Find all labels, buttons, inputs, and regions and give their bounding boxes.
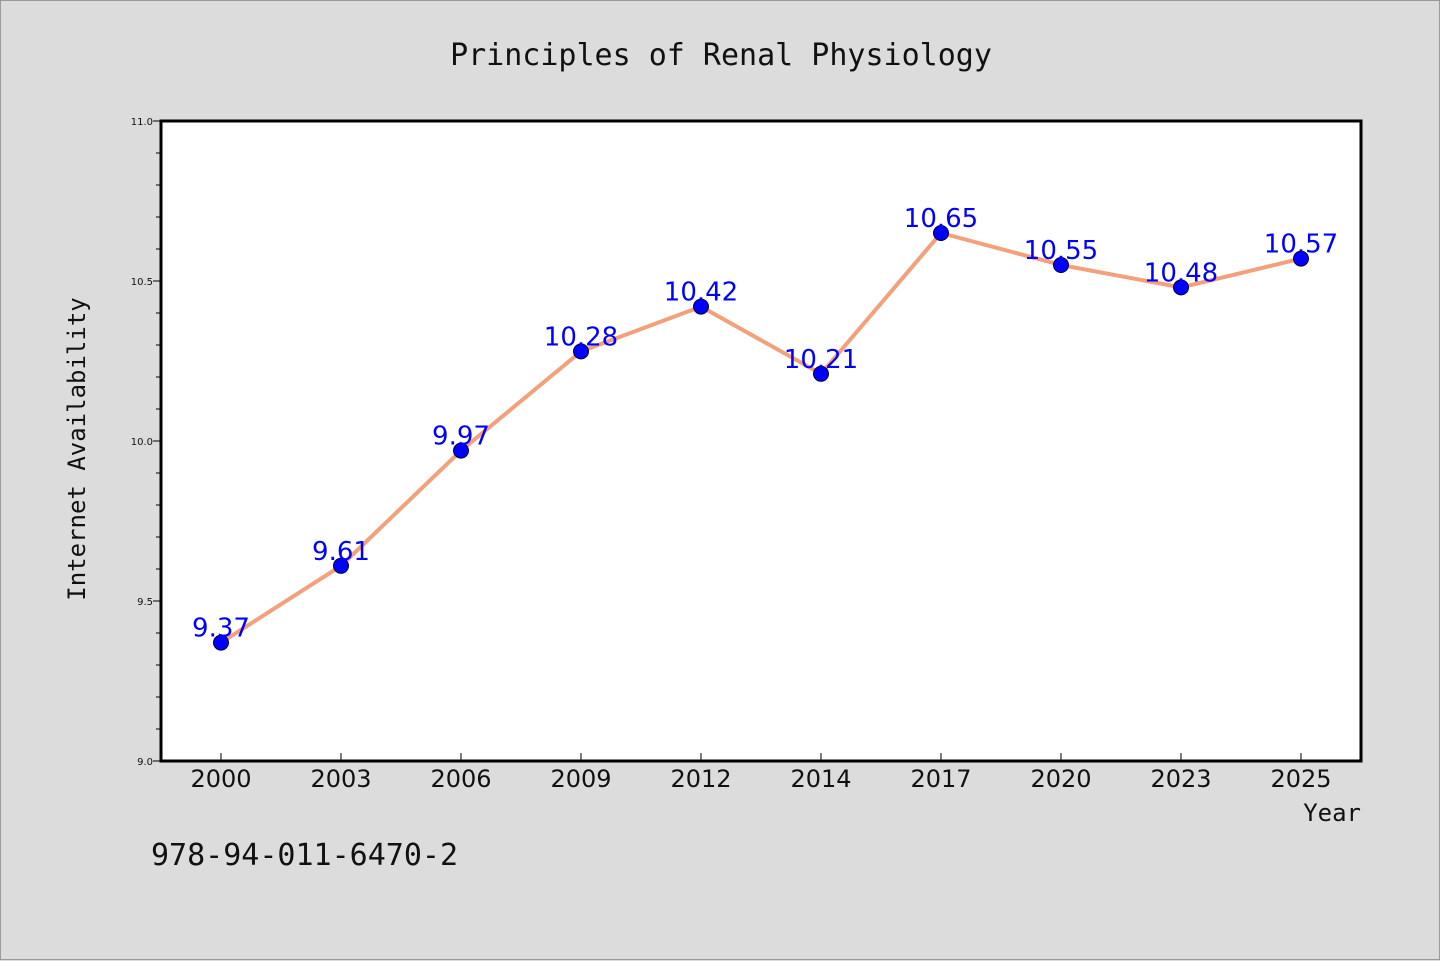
series-line — [219, 231, 1302, 645]
data-point — [1293, 250, 1309, 267]
data-point — [333, 557, 349, 574]
isbn-text: 978-94-011-6470-2 — [151, 838, 458, 873]
x-tick-label: 2014 — [790, 765, 851, 793]
x-tick-label: 2025 — [1270, 765, 1331, 793]
data-point — [573, 343, 589, 360]
x-axis-label: Year — [1303, 799, 1361, 827]
data-label: 10.21 — [784, 345, 858, 375]
x-tick-label: 2023 — [1150, 765, 1211, 793]
x-tick-label: 2012 — [670, 765, 731, 793]
x-tick-label: 2017 — [910, 765, 971, 793]
y-axis-label: Internet Availability — [63, 297, 91, 600]
data-label: 10.57 — [1264, 230, 1338, 260]
data-label: 10.65 — [904, 204, 978, 234]
y-tick-label: 11.0 — [131, 117, 153, 128]
data-labels-layer: 9.37 9.61 9.97 10.28 10.42 10.21 10.65 10.55 10.… — [192, 204, 1338, 644]
y-tick-label: 10.0 — [131, 437, 153, 448]
data-point — [933, 225, 949, 241]
y-tick-label: 9.0 — [137, 757, 153, 768]
y-axis: 9.0 9.5 10.0 10.5 11.0 — [131, 117, 161, 768]
x-tick-label: 2000 — [190, 765, 251, 793]
series-layer — [213, 225, 1309, 651]
data-label: 9.97 — [432, 422, 490, 452]
data-label: 9.61 — [312, 537, 370, 567]
x-axis: 2000 2003 2006 2009 2012 2014 2017 2020 2023 2025 — [190, 753, 1332, 793]
data-point — [693, 298, 709, 315]
data-point — [813, 365, 829, 382]
x-tick-label: 2009 — [550, 765, 611, 793]
data-label: 9.37 — [192, 614, 250, 644]
data-point — [453, 442, 469, 459]
data-label: 10.55 — [1024, 236, 1098, 266]
y-tick-label: 9.5 — [137, 597, 153, 608]
y-tick-label: 10.5 — [131, 277, 153, 288]
data-label: 10.28 — [544, 322, 618, 352]
x-tick-label: 2006 — [430, 765, 491, 793]
data-point — [1053, 257, 1069, 273]
x-tick-label: 2003 — [310, 765, 371, 793]
data-point — [1173, 279, 1189, 296]
chart-title: Principles of Renal Physiology — [450, 38, 992, 73]
x-tick-label: 2020 — [1030, 765, 1091, 793]
plot-area — [159, 119, 1363, 763]
data-point — [213, 634, 229, 651]
data-label: 10.42 — [664, 278, 738, 308]
data-label: 10.48 — [1144, 258, 1218, 288]
